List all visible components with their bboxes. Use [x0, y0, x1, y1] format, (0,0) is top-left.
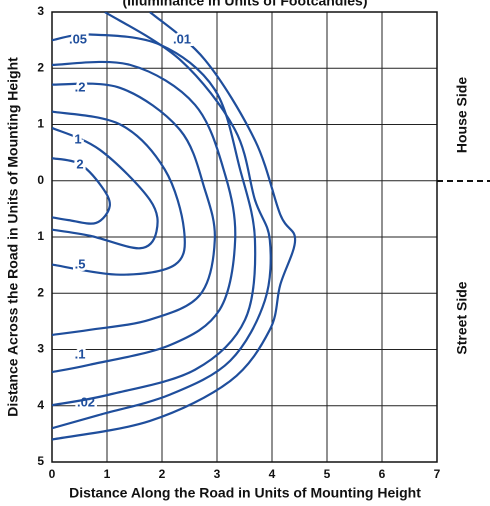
plot-frame	[51, 11, 438, 463]
y-tick-label: 5	[37, 454, 44, 468]
x-tick-label: 6	[379, 467, 386, 481]
y-tick-label: 2	[37, 285, 44, 299]
contour-line	[52, 110, 186, 276]
contour-label: 2	[76, 156, 83, 171]
x-tick-label: 2	[159, 467, 166, 481]
y-tick-label: 3	[37, 4, 44, 18]
contour-label: .05	[69, 31, 87, 46]
x-tick-label: 4	[269, 467, 276, 481]
contour-label: .5	[75, 256, 86, 271]
chart-title: (Illuminance in Units of Footcandles)	[122, 0, 367, 9]
y-tick-label: 1	[37, 229, 44, 243]
contour-line	[52, 12, 272, 430]
y-tick-label: 2	[37, 60, 44, 74]
contour-label: .02	[77, 394, 95, 409]
x-tick-label: 0	[49, 467, 56, 481]
contour-line	[52, 12, 297, 441]
contour-line	[52, 82, 216, 336]
contour-line	[52, 126, 159, 250]
contour-label: .01	[173, 31, 191, 46]
x-tick-label: 5	[324, 467, 331, 481]
contour-label: .1	[75, 346, 86, 361]
x-tick-label: 7	[434, 467, 441, 481]
contour-line	[52, 60, 237, 374]
x-axis-label: Distance Along the Road in Units of Moun…	[69, 485, 421, 501]
y-axis-label: Distance Across the Road in Units of Mou…	[5, 57, 21, 417]
x-tick-label: 1	[104, 467, 111, 481]
side-label: Street Side	[454, 281, 470, 354]
contour-line	[52, 157, 111, 225]
x-tick-label: 3	[214, 467, 221, 481]
y-tick-label: 4	[37, 398, 44, 412]
y-tick-label: 0	[37, 173, 44, 187]
contour-label: .2	[75, 79, 86, 94]
contour-label: 1	[74, 131, 81, 146]
contour-line	[52, 33, 257, 407]
side-label: House Side	[454, 77, 470, 153]
y-tick-label: 3	[37, 342, 44, 356]
y-tick-label: 1	[37, 117, 44, 131]
